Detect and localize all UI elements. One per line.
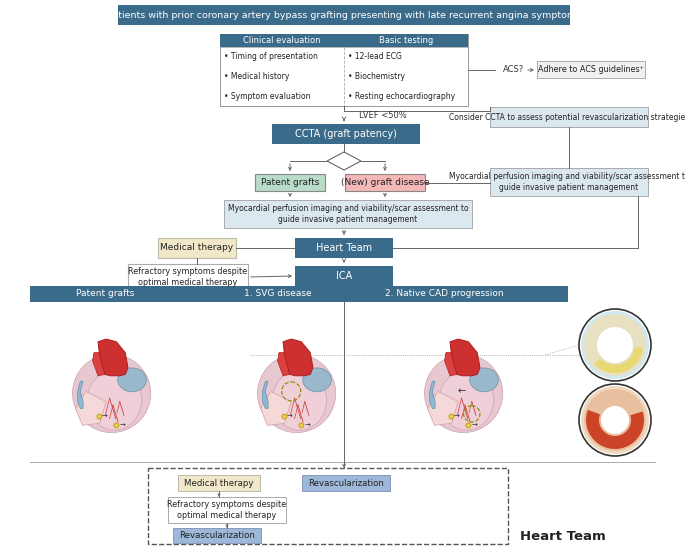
Polygon shape <box>429 381 435 409</box>
Bar <box>255 174 325 191</box>
Text: Revascularization: Revascularization <box>179 531 255 540</box>
Text: Heart Team: Heart Team <box>316 243 372 253</box>
Bar <box>158 238 236 258</box>
Polygon shape <box>586 410 644 449</box>
Polygon shape <box>327 152 361 170</box>
Text: • Timing of presentation: • Timing of presentation <box>224 52 318 62</box>
Text: Patients with prior coronary artery bypass grafting presenting with late recurre: Patients with prior coronary artery bypa… <box>107 10 581 19</box>
Ellipse shape <box>303 368 332 392</box>
Bar <box>537 61 645 78</box>
Ellipse shape <box>258 354 336 432</box>
Bar <box>272 124 420 144</box>
Ellipse shape <box>272 370 327 430</box>
Text: Patent grafts: Patent grafts <box>76 289 134 299</box>
Ellipse shape <box>118 368 147 392</box>
Text: • 12-lead ECG: • 12-lead ECG <box>348 52 402 62</box>
Text: →: → <box>471 422 477 428</box>
Text: Heart Team: Heart Team <box>520 530 606 542</box>
Circle shape <box>449 414 453 419</box>
Text: Patent grafts: Patent grafts <box>261 178 319 187</box>
Text: • Resting echocardiography: • Resting echocardiography <box>348 92 455 101</box>
Bar <box>178 475 260 491</box>
Circle shape <box>466 423 471 428</box>
Text: Refractory symptoms despite
optimal medical therapy: Refractory symptoms despite optimal medi… <box>167 500 286 520</box>
Text: Revascularization: Revascularization <box>308 478 384 487</box>
Text: ←: ← <box>458 387 466 397</box>
Bar <box>295 266 393 286</box>
Polygon shape <box>277 353 290 376</box>
Text: Consider CCTA to assess potential revascularization strategies: Consider CCTA to assess potential revasc… <box>449 113 685 122</box>
Circle shape <box>581 311 649 379</box>
Bar <box>490 168 648 196</box>
Text: 1. SVG disease: 1. SVG disease <box>244 289 311 299</box>
Text: ICA: ICA <box>336 271 352 281</box>
Text: • Biochemistry: • Biochemistry <box>348 72 405 81</box>
Polygon shape <box>283 339 313 376</box>
Bar <box>224 200 472 228</box>
Text: Medical therapy: Medical therapy <box>184 478 253 487</box>
Text: (New) graft disease: (New) graft disease <box>340 178 429 187</box>
Text: →: → <box>287 414 292 420</box>
Bar <box>295 238 393 258</box>
Circle shape <box>581 386 649 454</box>
Circle shape <box>97 414 102 419</box>
Polygon shape <box>92 353 105 376</box>
Bar <box>173 528 261 543</box>
Ellipse shape <box>470 368 498 392</box>
Circle shape <box>601 406 629 434</box>
Text: →: → <box>120 422 125 428</box>
Bar <box>148 468 508 544</box>
Ellipse shape <box>439 370 494 430</box>
Bar <box>344 34 468 47</box>
Ellipse shape <box>425 354 503 432</box>
Text: CCTA (graft patency): CCTA (graft patency) <box>295 129 397 139</box>
Text: Medical therapy: Medical therapy <box>160 244 234 252</box>
Bar <box>30 286 568 302</box>
Polygon shape <box>98 339 128 376</box>
Polygon shape <box>75 392 106 425</box>
Text: →: → <box>102 414 108 420</box>
Bar <box>302 475 390 491</box>
Text: ACS?: ACS? <box>503 65 524 74</box>
Text: Myocardial perfusion imaging and viability/scar assessment to
guide invasive pat: Myocardial perfusion imaging and viabili… <box>227 204 469 224</box>
Bar <box>490 107 648 127</box>
Ellipse shape <box>87 370 142 430</box>
Circle shape <box>114 423 119 428</box>
Bar <box>118 5 570 25</box>
Polygon shape <box>445 353 457 376</box>
Text: Clinical evaluation: Clinical evaluation <box>243 36 321 45</box>
Polygon shape <box>595 347 643 373</box>
Circle shape <box>584 314 646 376</box>
Ellipse shape <box>73 354 151 432</box>
Circle shape <box>597 327 633 363</box>
Text: Adhere to ACS guidelines⁺: Adhere to ACS guidelines⁺ <box>538 65 644 74</box>
Circle shape <box>584 389 646 451</box>
Text: →: → <box>454 414 460 420</box>
Bar <box>345 174 425 191</box>
Bar <box>168 497 286 523</box>
Text: →: → <box>305 422 310 428</box>
Text: Basic testing: Basic testing <box>379 36 433 45</box>
Polygon shape <box>77 381 83 409</box>
Text: Myocardial perfusion imaging and viability/scar assessment to
guide invasive pat: Myocardial perfusion imaging and viabili… <box>449 172 685 192</box>
Text: • Symptom evaluation: • Symptom evaluation <box>224 92 310 101</box>
Text: • Medical history: • Medical history <box>224 72 289 81</box>
Circle shape <box>299 423 303 428</box>
Bar <box>220 34 344 47</box>
Text: 2. Native CAD progression: 2. Native CAD progression <box>385 289 503 299</box>
Polygon shape <box>260 392 291 425</box>
Bar <box>128 264 248 290</box>
Polygon shape <box>427 392 458 425</box>
Text: Refractory symptoms despite
optimal medical therapy: Refractory symptoms despite optimal medi… <box>128 267 247 287</box>
Polygon shape <box>262 381 268 409</box>
Polygon shape <box>450 339 480 376</box>
Text: LVEF <50%: LVEF <50% <box>359 111 407 119</box>
Circle shape <box>282 414 287 419</box>
Bar <box>220 34 468 106</box>
